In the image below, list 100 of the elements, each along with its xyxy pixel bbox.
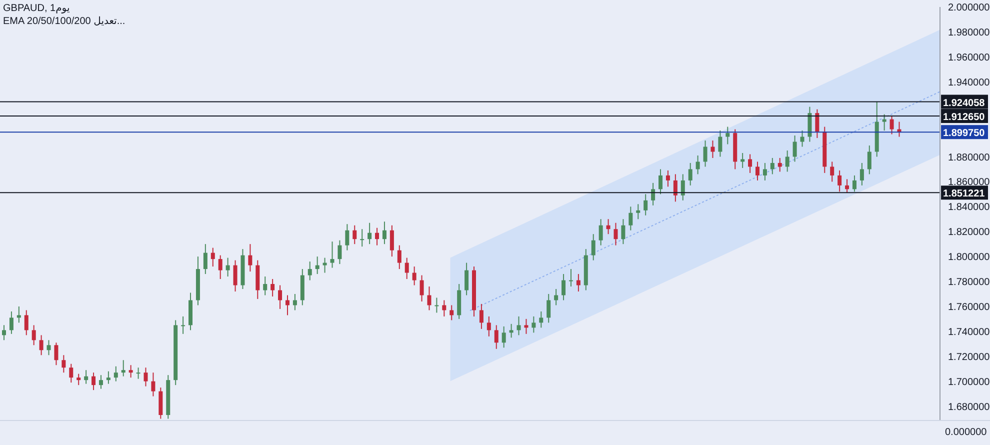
candlestick <box>114 366 118 382</box>
candlestick <box>248 244 252 272</box>
candlestick <box>696 154 700 175</box>
candlestick <box>397 244 402 270</box>
candlestick <box>24 310 28 336</box>
candlestick <box>434 297 439 314</box>
candlestick <box>46 340 51 356</box>
candlestick <box>762 162 767 181</box>
text: 0.000000 <box>945 427 987 438</box>
candlestick <box>554 288 558 306</box>
y-tick-label: 1.840000 <box>948 202 990 214</box>
candlestick <box>330 241 334 268</box>
candlestick <box>680 174 685 201</box>
candlestick <box>278 284 282 310</box>
ref-line-label: 1.899750 <box>943 128 986 140</box>
candlestick <box>778 157 782 172</box>
ref-line-label: 1.851221 <box>943 188 986 200</box>
candlestick <box>479 303 484 330</box>
candlestick <box>62 354 66 374</box>
candlestick <box>16 306 21 324</box>
candlestick <box>136 367 140 380</box>
candlestick <box>755 161 760 181</box>
candlestick <box>890 115 894 135</box>
candlestick <box>442 300 446 317</box>
candlestick <box>98 374 103 390</box>
candlestick <box>673 174 678 202</box>
candlestick <box>546 293 551 324</box>
candlestick <box>203 244 208 275</box>
candlestick <box>852 174 856 192</box>
candlestick <box>688 162 692 186</box>
candlestick <box>315 256 320 275</box>
chart-title: GBPAUD, 1يوم <box>3 3 70 14</box>
candlestick <box>2 324 6 341</box>
candlestick <box>636 204 640 220</box>
candlestick <box>532 316 536 334</box>
candlestick <box>845 178 850 194</box>
y-tick-label: 2.000000 <box>948 2 990 14</box>
candlestick <box>658 168 663 195</box>
candlestick <box>270 278 275 297</box>
y-tick-label: 1.880000 <box>948 152 990 164</box>
candlestick <box>322 257 327 274</box>
candlestick <box>352 224 357 245</box>
candlestick <box>263 276 268 296</box>
y-tick-label: 1.820000 <box>948 227 990 238</box>
candlestick <box>210 247 215 268</box>
candlestick <box>726 126 730 145</box>
candlestick <box>464 262 469 296</box>
y-tick-label: 1.680000 <box>948 402 990 413</box>
candlestick <box>106 370 110 384</box>
y-tick-label: 1.980000 <box>948 28 990 39</box>
candlestick <box>539 310 544 328</box>
candlestick <box>748 154 752 174</box>
candlestick <box>785 150 790 172</box>
candlestick <box>360 228 364 248</box>
candlestick <box>598 218 603 246</box>
candlestick <box>121 360 126 377</box>
y-tick-label: 1.860000 <box>948 177 990 188</box>
candlestick <box>606 218 610 235</box>
candlestick <box>233 260 238 292</box>
candlestick <box>509 323 514 338</box>
candlestick <box>151 372 156 397</box>
ref-line-label: 1.924058 <box>943 98 986 109</box>
candlestick <box>591 234 596 261</box>
candlestick <box>144 367 148 387</box>
candlestick <box>308 261 312 281</box>
candlestick <box>800 130 804 148</box>
candlestick <box>770 157 774 175</box>
candlestick <box>404 257 409 280</box>
candlestick <box>292 293 297 311</box>
y-tick-label: 1.700000 <box>948 376 990 388</box>
candlestick <box>808 106 812 142</box>
y-tick-label: 1.780000 <box>948 277 990 288</box>
candlestick <box>128 364 133 378</box>
y-tick-label: 1.760000 <box>948 302 990 314</box>
candlestick <box>420 274 424 302</box>
candlestick <box>368 222 372 245</box>
candlestick <box>226 257 230 278</box>
y-tick-label: 1.940000 <box>948 77 990 88</box>
candlestick <box>285 294 290 316</box>
candlestick <box>710 140 715 158</box>
candlestick <box>860 162 864 186</box>
candlestick <box>703 140 708 168</box>
candlestick <box>644 194 648 216</box>
candlestick <box>54 342 58 366</box>
ref-line-label: 1.912650 <box>943 112 986 123</box>
candlestick <box>568 268 573 287</box>
candlestick <box>718 130 722 158</box>
candlestick <box>486 316 491 337</box>
y-tick-label: 1.740000 <box>948 326 990 338</box>
candlestick <box>450 304 454 321</box>
candlestick <box>830 161 834 182</box>
candlestick <box>614 222 618 246</box>
candlestick <box>516 316 521 336</box>
candlestick <box>181 316 186 334</box>
candlestick <box>792 135 797 162</box>
candlestick <box>628 206 633 231</box>
candlestick <box>390 224 394 258</box>
candlestick <box>838 170 842 192</box>
y-tick-label: 1.720000 <box>948 352 990 363</box>
candlestick <box>218 254 222 280</box>
